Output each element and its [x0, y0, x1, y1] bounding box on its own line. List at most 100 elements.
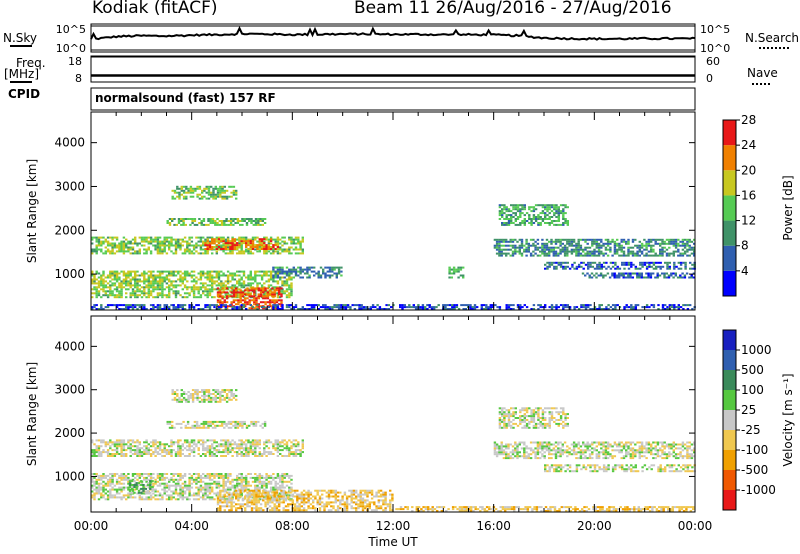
heat-cell: [238, 296, 241, 299]
heat-cell: [593, 267, 597, 270]
heat-cell: [104, 441, 107, 444]
heat-cell: [288, 272, 291, 275]
heat-cell: [539, 222, 542, 224]
heat-cell: [168, 494, 171, 497]
heat-cell: [238, 270, 241, 273]
heat-cell: [503, 208, 506, 211]
heat-cell: [177, 240, 180, 243]
heat-cell: [149, 290, 153, 293]
heat-cell: [211, 248, 214, 250]
heat-cell: [158, 492, 162, 495]
heat-cell: [134, 236, 137, 239]
heat-cell: [230, 291, 233, 294]
heat-cell: [215, 473, 218, 475]
heat-cell: [518, 244, 521, 247]
heat-cell: [177, 292, 180, 295]
heat-cell: [587, 267, 590, 270]
heat-cell: [211, 451, 214, 454]
heat-cell: [127, 496, 130, 499]
heat-cell: [686, 242, 689, 245]
heat-cell: [230, 501, 233, 504]
heat-cell: [301, 248, 304, 251]
heat-cell: [165, 276, 169, 279]
heat-cell: [544, 263, 547, 266]
heat-cell: [550, 263, 554, 266]
heat-cell: [414, 308, 418, 310]
heat-cell: [158, 441, 162, 444]
heat-cell: [258, 486, 261, 489]
heat-cell: [113, 236, 117, 239]
heat-cell: [204, 498, 207, 501]
heat-cell: [263, 244, 266, 247]
heat-cell: [158, 443, 162, 446]
heat-cell: [498, 250, 501, 253]
heat-cell: [242, 480, 246, 483]
heat-cell: [507, 223, 511, 226]
heat-cell: [186, 439, 189, 442]
heat-cell: [281, 240, 284, 243]
heat-cell: [602, 254, 605, 257]
heat-cell: [510, 304, 513, 307]
heat-cell: [269, 453, 273, 455]
heat-cell: [156, 447, 160, 450]
heat-cell: [225, 218, 228, 220]
heat-cell: [274, 266, 277, 269]
heat-cell: [360, 308, 363, 310]
heat-cell: [255, 301, 258, 304]
heat-cell: [109, 250, 112, 253]
heat-cell: [652, 306, 656, 309]
heat-cell: [543, 242, 546, 245]
heat-cell: [244, 509, 247, 512]
heat-cell: [299, 451, 302, 454]
heat-cell: [643, 254, 646, 257]
heat-cell: [225, 491, 229, 494]
heat-cell: [285, 294, 289, 297]
heat-cell: [324, 304, 327, 307]
heat-cell: [294, 439, 298, 442]
heat-cell: [246, 297, 249, 300]
heat-cell: [226, 476, 230, 479]
heat-cell: [217, 473, 221, 475]
heat-cell: [251, 439, 255, 442]
heat-cell: [239, 289, 242, 292]
heat-cell: [525, 212, 529, 215]
heat-cell: [173, 189, 177, 192]
heat-cell: [249, 242, 252, 245]
heat-cell: [629, 272, 632, 275]
heat-cell: [399, 304, 402, 307]
heat-cell: [245, 474, 248, 477]
heat-cell: [191, 218, 194, 220]
heat-cell: [216, 497, 220, 500]
heat-cell: [222, 482, 225, 485]
heat-cell: [127, 284, 130, 287]
heat-cell: [613, 252, 617, 255]
heat-cell: [100, 284, 103, 287]
heat-cell: [111, 270, 114, 273]
heat-cell: [226, 443, 230, 446]
heat-cell: [192, 473, 196, 475]
heat-cell: [621, 263, 624, 266]
heat-cell: [95, 451, 98, 454]
heat-cell: [566, 223, 569, 226]
heat-cell: [197, 292, 200, 295]
heat-cell: [342, 308, 345, 310]
heat-cell: [281, 455, 284, 457]
heat-cell: [113, 473, 117, 475]
heat-cell: [120, 453, 123, 455]
heat-cell: [575, 242, 578, 245]
heat-cell: [239, 293, 242, 296]
heat-cell: [183, 447, 187, 450]
heat-cell: [505, 222, 508, 224]
heat-cell: [161, 474, 164, 477]
heat-cell: [97, 447, 101, 450]
heat-cell: [131, 478, 135, 481]
heat-cell: [249, 272, 252, 275]
heat-cell: [595, 276, 598, 279]
heat-cell: [211, 282, 214, 285]
heat-cell: [582, 250, 585, 253]
heat-cell: [149, 280, 153, 283]
heat-cell: [548, 223, 551, 226]
heat-cell: [224, 274, 227, 277]
heat-cell: [290, 451, 293, 454]
heat-cell: [331, 306, 334, 309]
